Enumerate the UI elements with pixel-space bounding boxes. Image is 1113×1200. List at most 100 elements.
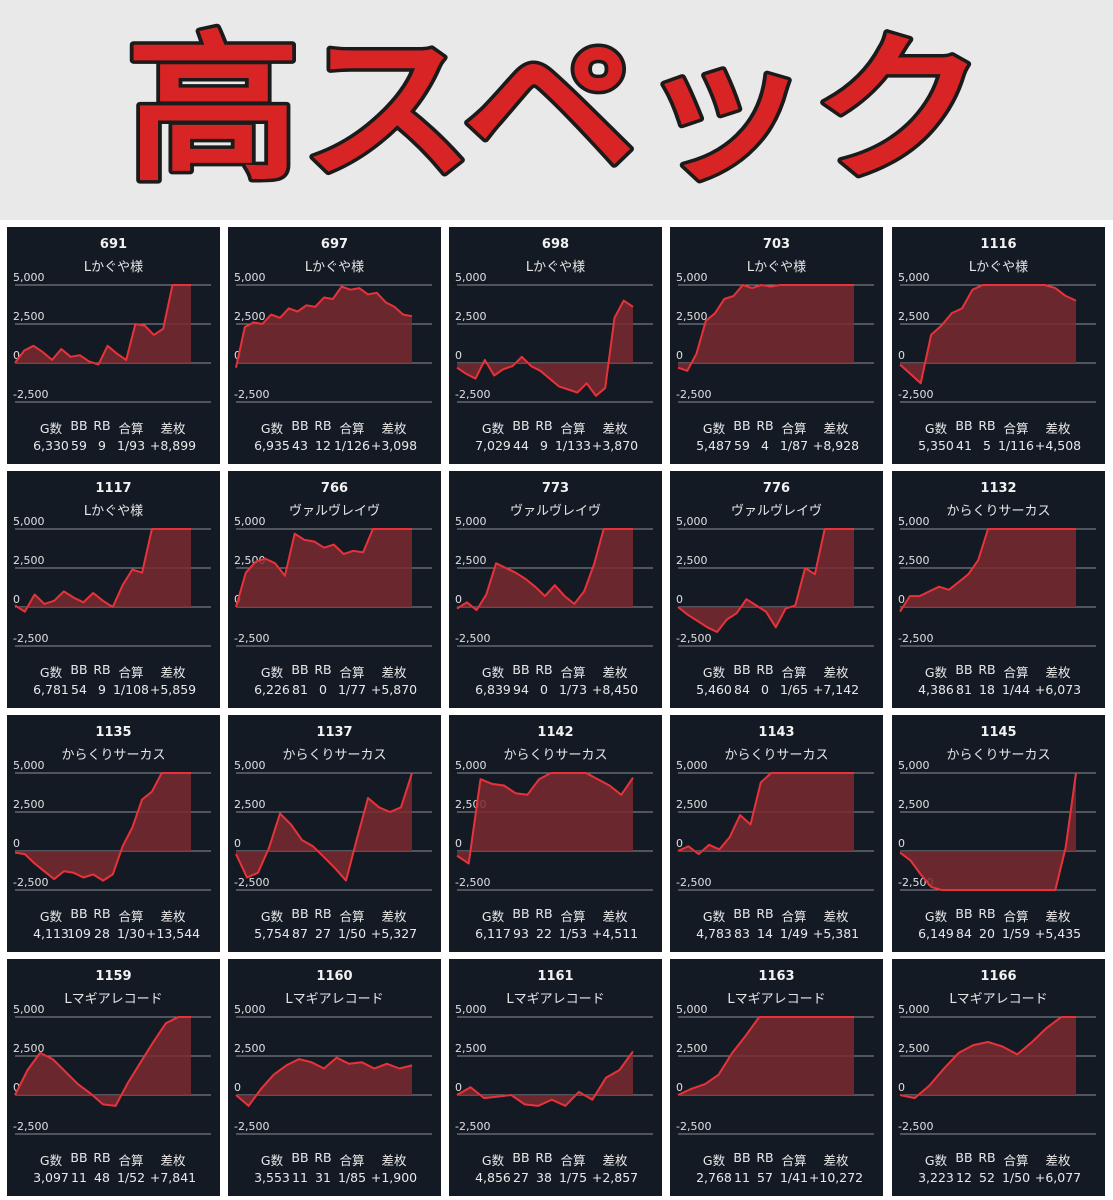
machine-number: 1142 [537, 725, 574, 740]
stats-value-games: 6,935 [254, 438, 290, 453]
series-area [15, 1017, 191, 1106]
y-tick-label: -2,500 [13, 876, 48, 889]
stats-header-games: G数 [39, 909, 63, 924]
stats-value-bb: 27 [513, 1170, 529, 1185]
stats-header-combined: 合算 [1003, 421, 1029, 436]
stats-table: G数 6,117 BB 93 RB 22 合算 1/53 差枚 +4,511 [449, 905, 662, 949]
stats-table: G数 6,330 BB 59 RB 9 合算 1/93 差枚 +8,899 [7, 417, 220, 461]
machine-card-1142: 5,000 2,500 0 -2,500 1142 からくりサーカス G数 6,117 BB 93… [449, 715, 662, 952]
series-area [15, 529, 191, 612]
stats-header-games: G数 [924, 665, 948, 680]
stats-value-games: 6,330 [33, 438, 69, 453]
y-tick-label: -2,500 [234, 632, 269, 645]
stats-header-games: G数 [260, 665, 284, 680]
stats-header-rb: RB [756, 662, 774, 677]
stats-value-rb: 0 [761, 682, 769, 697]
stats-value-diff: +2,857 [591, 1170, 639, 1185]
series-line [456, 528, 633, 612]
stats-header-diff: 差枚 [1045, 909, 1071, 924]
series-area [678, 529, 854, 632]
machine-number: 1143 [758, 725, 795, 740]
y-tick-label: 0 [455, 593, 462, 606]
y-tick-label: 0 [13, 593, 20, 606]
y-tick-label: -2,500 [676, 1120, 711, 1133]
stats-header-combined: 合算 [560, 909, 586, 924]
stats-value-games: 4,856 [475, 1170, 511, 1185]
slump-graph: 5,000 2,500 0 -2,500 [455, 1003, 653, 1135]
y-tick-label: 5,000 [455, 271, 487, 284]
stats-header-bb: BB [70, 906, 88, 921]
stats-header-bb: BB [70, 1150, 88, 1165]
slump-graph: 5,000 2,500 0 -2,500 [234, 759, 432, 891]
series-line [456, 772, 634, 865]
stats-header-bb: BB [955, 418, 973, 433]
y-tick-label: -2,500 [676, 632, 711, 645]
machine-model: Lマギアレコード [949, 992, 1048, 1007]
stats-value-combined: 1/116 [997, 438, 1035, 453]
stats-header-bb: BB [733, 906, 751, 921]
series-line [14, 1016, 191, 1107]
series-line [235, 285, 413, 368]
stats-header-bb: BB [512, 1150, 530, 1165]
stats-value-combined: 1/108 [112, 682, 150, 697]
machine-model: からくりサーカス [503, 748, 608, 763]
stats-header-bb: BB [70, 662, 88, 677]
stats-table: G数 5,350 BB 41 RB 5 合算 1/116 差枚 +4,508 [892, 417, 1105, 461]
slump-graph: 5,000 2,500 0 -2,500 [13, 1003, 211, 1135]
slump-graph: 5,000 2,500 0 -2,500 [898, 1003, 1096, 1135]
stats-value-games: 4,113 [33, 926, 69, 941]
y-tick-label: 5,000 [676, 515, 708, 528]
stats-value-bb: 84 [734, 682, 750, 697]
stats-value-diff: +8,928 [812, 438, 860, 453]
machine-card-703: 5,000 2,500 0 -2,500 703 Lかぐや様 G数 5,487 BB 59 RB 4 合… [670, 227, 883, 464]
machine-model: Lかぐや様 [304, 260, 365, 275]
y-tick-label: -2,500 [234, 388, 269, 401]
stats-value-combined: 1/50 [337, 926, 367, 941]
y-tick-label: 0 [455, 1081, 462, 1094]
y-tick-label: -2,500 [676, 388, 711, 401]
stats-value-games: 6,117 [475, 926, 511, 941]
stats-value-diff: +5,381 [812, 926, 860, 941]
stats-header-bb: BB [955, 906, 973, 921]
series-line [456, 299, 634, 397]
stats-header-bb: BB [291, 418, 309, 433]
stats-header-combined: 合算 [560, 665, 586, 680]
stats-header-bb: BB [512, 662, 530, 677]
series-area [900, 529, 1076, 612]
slump-graph: 5,000 2,500 0 -2,500 [898, 515, 1096, 647]
machine-card-698: 5,000 2,500 0 -2,500 698 Lかぐや様 G数 7,029 BB 44 RB 9 合… [449, 227, 662, 464]
y-tick-label: -2,500 [455, 1120, 490, 1133]
stats-table: G数 6,839 BB 94 RB 0 合算 1/73 差枚 +8,450 [449, 661, 662, 705]
stats-value-combined: 1/87 [779, 438, 809, 453]
stats-value-diff: +13,544 [145, 926, 201, 941]
stats-value-bb: 93 [513, 926, 529, 941]
stats-value-games: 6,149 [918, 926, 954, 941]
stats-header-bb: BB [955, 1150, 973, 1165]
series-area [678, 773, 854, 855]
y-tick-label: 5,000 [13, 515, 45, 528]
stats-header-combined: 合算 [118, 909, 144, 924]
y-tick-label: 0 [234, 1081, 241, 1094]
series-line [14, 528, 191, 613]
stats-header-bb: BB [733, 418, 751, 433]
y-tick-label: 0 [676, 593, 683, 606]
machine-number: 697 [320, 237, 349, 252]
y-tick-label: 5,000 [898, 1003, 930, 1016]
stats-header-diff: 差枚 [602, 665, 628, 680]
stats-header-games: G数 [924, 1153, 948, 1168]
series-area [236, 286, 412, 368]
stats-header-games: G数 [481, 421, 505, 436]
stats-header-diff: 差枚 [160, 421, 186, 436]
stats-value-combined: 1/30 [116, 926, 146, 941]
series-line [677, 528, 854, 633]
stats-header-rb: RB [535, 1150, 553, 1165]
slump-graph: 5,000 2,500 0 -2,500 [676, 515, 874, 647]
y-tick-label: 5,000 [676, 1003, 708, 1016]
stats-header-rb: RB [93, 662, 111, 677]
stats-value-diff: +4,508 [1034, 438, 1082, 453]
stats-table: G数 4,113 BB 109 RB 28 合算 1/30 差枚 +13,544 [7, 905, 220, 949]
machine-card-697: 5,000 2,500 0 -2,500 697 Lかぐや様 G数 6,935 BB 43 RB 12… [228, 227, 441, 464]
stats-table: G数 7,029 BB 44 RB 9 合算 1/133 差枚 +3,870 [449, 417, 662, 461]
y-tick-label: 5,000 [13, 271, 45, 284]
stats-header-combined: 合算 [339, 909, 365, 924]
